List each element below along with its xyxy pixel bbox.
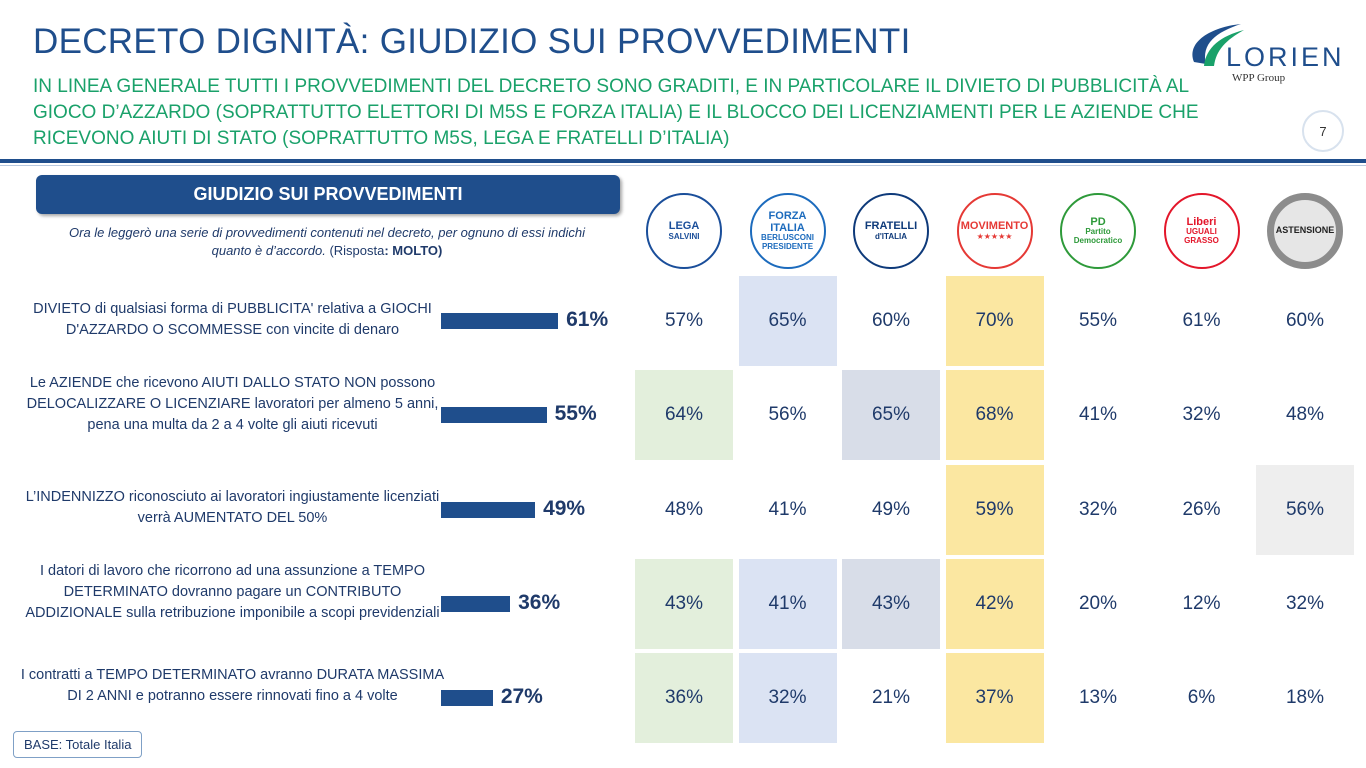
table-cell: 49% bbox=[871, 499, 911, 520]
table-cell: 65% bbox=[842, 370, 940, 460]
row-label: L’INDENNIZZO riconosciuto ai lavoratori … bbox=[25, 489, 440, 526]
question-response-value: : MOLTO) bbox=[384, 243, 443, 258]
table-cell: 32% bbox=[1285, 593, 1325, 614]
table-cell: 57% bbox=[664, 310, 704, 331]
table-cell: 43% bbox=[842, 559, 940, 649]
table-cell: 26% bbox=[1182, 499, 1221, 520]
table-cell: 48% bbox=[664, 499, 704, 520]
table-cell: 65% bbox=[738, 276, 837, 366]
party-logo-text: ASTENSIONE bbox=[1275, 225, 1335, 236]
table-cell: 41% bbox=[738, 559, 837, 649]
party-logo-astensione: ASTENSIONE bbox=[1267, 193, 1343, 269]
table-cell: 56% bbox=[768, 404, 807, 425]
table-cell: 68% bbox=[945, 370, 1044, 460]
bar bbox=[441, 690, 493, 706]
question-main: Ora le leggerò una serie di provvediment… bbox=[69, 225, 585, 258]
table-cell: 41% bbox=[768, 499, 807, 520]
party-logo-text: FORZA ITALIA bbox=[768, 210, 807, 234]
table-cell: 60% bbox=[871, 310, 911, 331]
section-header: GIUDIZIO SUI PROVVEDIMENTI bbox=[36, 175, 620, 214]
table-cell: 21% bbox=[871, 687, 911, 708]
party-logo-text: d'ITALIA bbox=[875, 231, 907, 241]
table-cell: 60% bbox=[1285, 310, 1325, 331]
table-cell: 43% bbox=[635, 559, 733, 649]
logo-group: WPP Group bbox=[1232, 72, 1286, 84]
table-cell: 13% bbox=[1078, 687, 1118, 708]
party-logo-text: UGUALI bbox=[1186, 227, 1217, 237]
table-cell: 18% bbox=[1285, 687, 1325, 708]
table-cell: 56% bbox=[1256, 465, 1354, 555]
table-cell: 59% bbox=[945, 465, 1044, 555]
table-cell: 70% bbox=[945, 276, 1044, 366]
bar-value-label: 36% bbox=[518, 591, 561, 614]
bar bbox=[441, 313, 559, 329]
table-cell: 55% bbox=[1078, 310, 1118, 331]
party-logo-text: MOVIMENTO bbox=[960, 220, 1029, 233]
row-label: Le AZIENDE che ricevono AIUTI DALLO STAT… bbox=[26, 375, 439, 433]
table-cell: 32% bbox=[1078, 499, 1118, 520]
party-logo-text: FRATELLI bbox=[864, 220, 918, 233]
party-logo-text: Liberi bbox=[1186, 215, 1217, 228]
party-logo-text: PD bbox=[1090, 215, 1106, 228]
header-divider-thin bbox=[0, 165, 1366, 166]
logo-name: LORIEN bbox=[1226, 42, 1345, 72]
row-label: I datori di lavoro che ricorrono ad una … bbox=[25, 563, 440, 621]
table-cell: 36% bbox=[635, 653, 733, 743]
party-logo-text: PRESIDENTE bbox=[761, 241, 814, 251]
party-logo-text: ★★★★★ bbox=[976, 231, 1013, 241]
bar-value-label: 27% bbox=[500, 685, 543, 708]
table-cell: 41% bbox=[1078, 404, 1118, 425]
party-logo-text: Partito Democratico bbox=[1073, 227, 1123, 245]
page-title: DECRETO DIGNITÀ: GIUDIZIO SUI PROVVEDIME… bbox=[33, 22, 911, 61]
table-cell: 37% bbox=[945, 653, 1044, 743]
question-text: Ora le leggerò una serie di provvediment… bbox=[52, 224, 602, 260]
party-logo-fratelli-italia: FRATELLI d'ITALIA bbox=[853, 193, 929, 269]
bar bbox=[441, 502, 536, 518]
bar bbox=[441, 407, 547, 423]
party-logo-liberi-uguali: Liberi UGUALI GRASSO bbox=[1163, 193, 1240, 269]
table-cell: 64% bbox=[635, 370, 733, 460]
party-logo-text: SALVINI bbox=[668, 231, 700, 241]
lorien-swoosh-icon bbox=[1192, 24, 1244, 66]
bar-value-label: 61% bbox=[566, 308, 609, 331]
table-cell: 12% bbox=[1182, 593, 1221, 614]
party-logo-text: LEGA bbox=[668, 220, 700, 233]
party-logo-movimento: MOVIMENTO ★★★★★ bbox=[956, 193, 1033, 269]
table-cell: 48% bbox=[1285, 404, 1325, 425]
header-divider bbox=[0, 159, 1366, 163]
base-note: BASE: Totale Italia bbox=[13, 731, 143, 758]
party-logo-text: GRASSO bbox=[1184, 235, 1219, 245]
question-response-prefix: (Risposta bbox=[329, 243, 385, 258]
table-cell: 32% bbox=[1182, 404, 1221, 425]
party-logo-text: BERLUSCONI bbox=[761, 233, 814, 243]
bar-value-label: 49% bbox=[543, 497, 586, 520]
party-logo-lega: LEGA SALVINI bbox=[646, 193, 722, 269]
table-cell: 42% bbox=[945, 559, 1044, 649]
row-label: DIVIETO di qualsiasi forma di PUBBLICITA… bbox=[33, 301, 432, 338]
table-cell: 6% bbox=[1187, 687, 1216, 708]
table-cell: 32% bbox=[738, 653, 837, 743]
bar bbox=[441, 596, 511, 612]
table-cell: 61% bbox=[1182, 310, 1221, 331]
page-subtitle: IN LINEA GENERALE TUTTI I PROVVEDIMENTI … bbox=[33, 76, 1199, 149]
bar-value-label: 55% bbox=[554, 402, 597, 425]
table-cell: 20% bbox=[1078, 593, 1118, 614]
page-number: 7 bbox=[1302, 110, 1344, 152]
lorien-logo: LORIEN WPP Group bbox=[1186, 22, 1346, 92]
row-label: I contratti a TEMPO DETERMINATO avranno … bbox=[20, 667, 445, 704]
party-logo-forza-italia: FORZA ITALIA BERLUSCONI PRESIDENTE bbox=[749, 193, 826, 269]
party-logo-pd: PD Partito Democratico bbox=[1060, 193, 1136, 269]
